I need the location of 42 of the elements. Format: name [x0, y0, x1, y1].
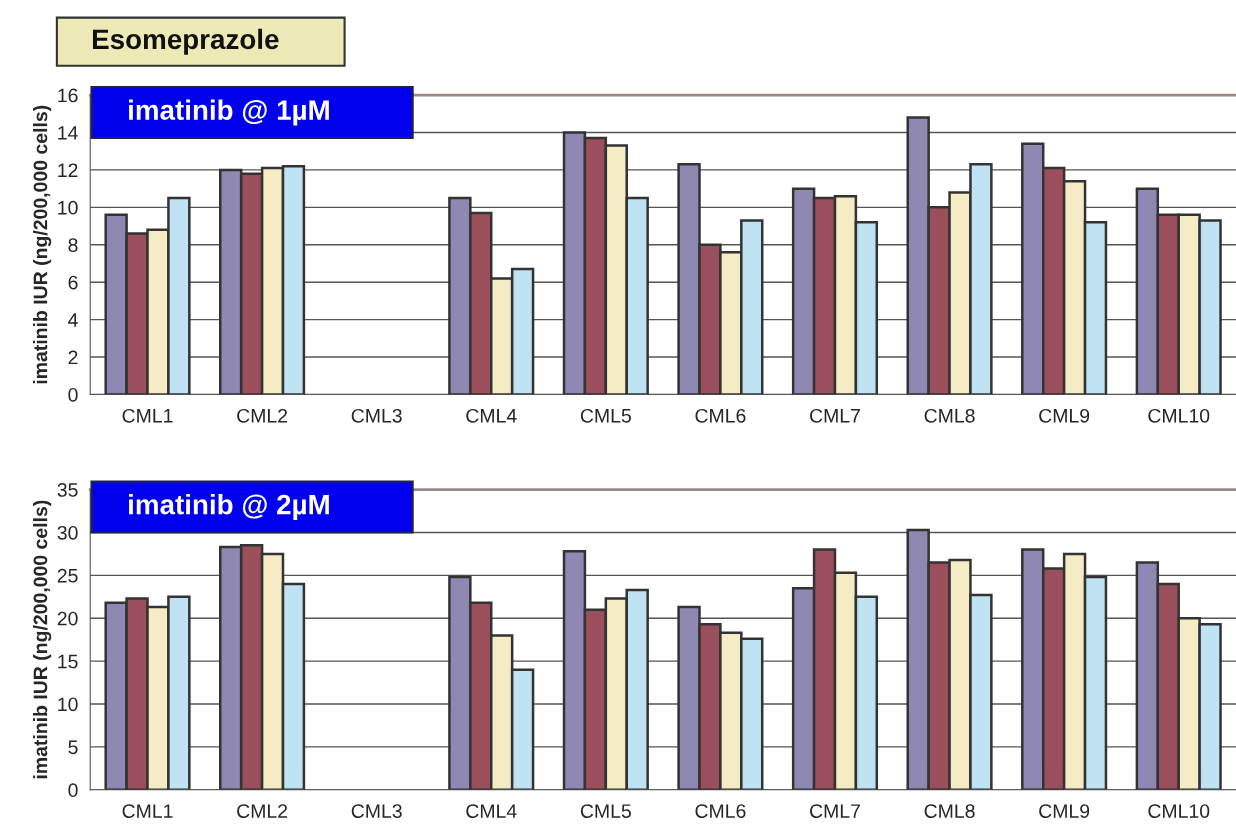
x-tick-label: CML2 [237, 408, 288, 423]
x-tick-label: CML9 [1039, 804, 1090, 818]
y-axis-title: imatinib IUR (ng/200,000 cells) [33, 105, 52, 384]
chart-title: Esomeprazole [92, 28, 279, 55]
x-tick-label: CML8 [924, 408, 975, 423]
y-tick-label: 20 [57, 611, 78, 626]
chart-subtitle: imatinib @ 2µM [129, 494, 329, 520]
y-tick-label: 10 [58, 697, 78, 712]
x-tick-label: CML6 [695, 408, 746, 423]
y-tick-label: 0 [68, 387, 78, 402]
y-tick-label: 15 [58, 654, 78, 669]
y-tick-label: 0 [68, 783, 78, 798]
y-tick-label: 30 [57, 525, 78, 540]
x-tick-label: CML1 [122, 804, 173, 818]
y-tick-label: 12 [58, 163, 78, 177]
y-axis-title: imatinib IUR (ng/200,000 cells) [33, 500, 52, 779]
x-tick-label: CML8 [924, 804, 975, 818]
y-tick-label: 5 [68, 740, 78, 755]
x-tick-label: CML7 [810, 408, 860, 423]
x-tick-label: CML3 [351, 408, 402, 423]
x-tick-label: CML3 [351, 804, 402, 818]
y-tick-label: 4 [68, 313, 78, 327]
y-tick-label: 2 [68, 350, 78, 365]
x-tick-label: CML5 [580, 804, 631, 818]
x-tick-label: CML7 [810, 804, 860, 818]
x-tick-label: CML1 [122, 408, 173, 423]
x-tick-label: CML4 [466, 804, 517, 818]
y-tick-label: 14 [58, 126, 78, 140]
x-tick-label: CML10 [1148, 408, 1210, 423]
y-tick-label: 25 [57, 568, 78, 583]
y-tick-label: 35 [57, 483, 78, 497]
x-tick-label: CML4 [466, 408, 517, 423]
x-tick-label: CML6 [695, 804, 746, 818]
chart-subtitle: imatinib @ 1µM [129, 99, 329, 126]
x-tick-label: CML5 [580, 408, 631, 423]
x-tick-label: CML10 [1148, 804, 1210, 818]
y-tick-label: 16 [58, 88, 78, 103]
y-tick-label: 10 [58, 200, 78, 215]
y-tick-label: 6 [68, 275, 78, 290]
x-tick-label: CML2 [237, 804, 288, 818]
y-tick-label: 8 [68, 238, 78, 253]
x-tick-label: CML9 [1039, 408, 1090, 423]
